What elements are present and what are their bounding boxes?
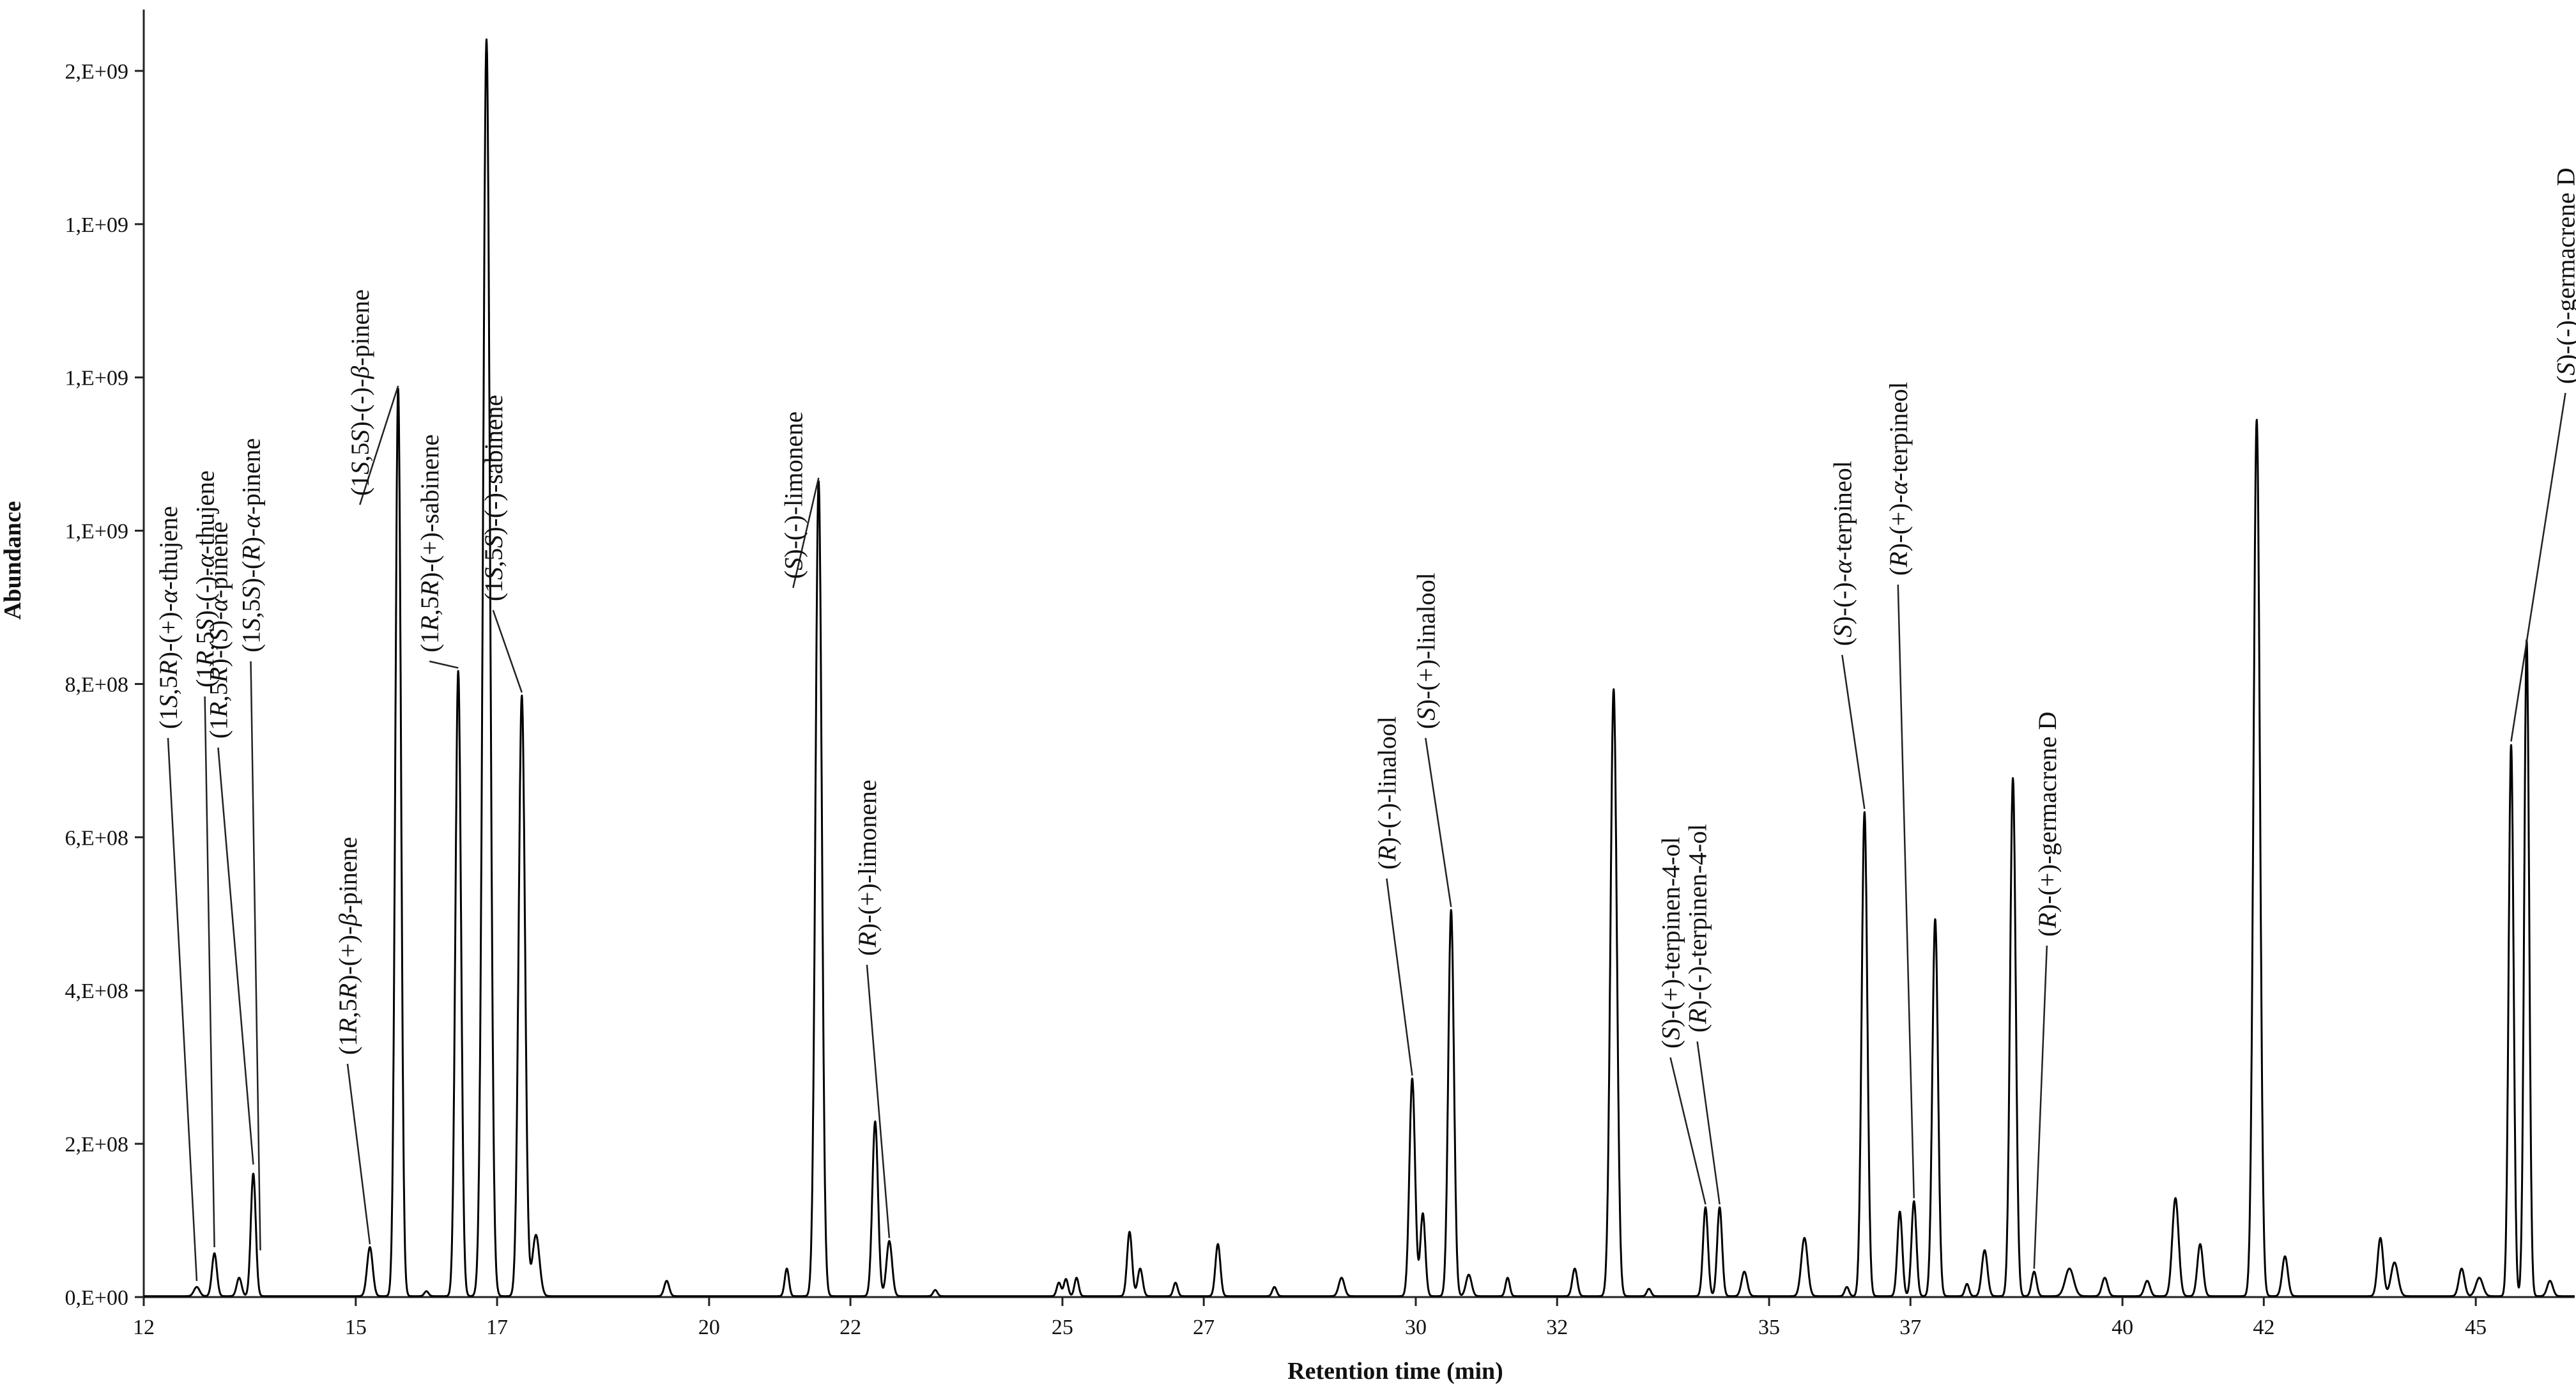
peak-label: (1S,5R)-(+)-α-thujene <box>154 506 183 729</box>
peak-leader-line <box>866 964 891 1238</box>
peak-leader-line <box>2510 392 2566 742</box>
x-tick-label: 32 <box>1546 1316 1568 1339</box>
x-tick-label: 20 <box>698 1316 720 1339</box>
peak-leader-line <box>1841 654 1866 810</box>
y-tick-label: 0,E+00 <box>65 1286 128 1310</box>
peak-label: (R)-(+)-α-terpineol <box>1884 382 1913 576</box>
y-tick-label: 8,E+08 <box>65 673 128 696</box>
peak-label: (R)-(-)-terpinen-4-ol <box>1683 824 1712 1033</box>
peak-leader-line <box>359 385 399 505</box>
axes: 0,E+00 2,E+08 4,E+08 6,E+08 8,E+08 1,E+09 1,E+… <box>65 10 2575 1339</box>
x-tick-label: 45 <box>2465 1316 2487 1339</box>
peak-label: (S)-(-)-limonene <box>779 411 808 579</box>
peak-labels: (1S,5R)-(+)-α-thujene (1R,5S)-(-)-α-thuje… <box>154 167 2576 1281</box>
peak-leader-line <box>1386 878 1413 1076</box>
chromatogram-trace <box>142 38 2576 1298</box>
peak-label: (S)-(-)-α-terpineol <box>1828 461 1857 646</box>
peak-leader-line <box>792 477 820 588</box>
x-tick-label: 40 <box>2112 1316 2133 1339</box>
peak-label: (1S,5S)-(-)-β-pinene <box>346 289 374 496</box>
y-tick-label: 6,E+08 <box>65 826 128 850</box>
x-tick-label: 42 <box>2253 1316 2274 1339</box>
x-tick-label: 35 <box>1758 1316 1780 1339</box>
peak-leader-line <box>250 661 261 1250</box>
peak-label: (1S,5S)-(-)-sabinene <box>479 395 508 601</box>
peak-leader-line <box>346 1063 371 1245</box>
peak-leader-line <box>2033 945 2048 1269</box>
peak-label: (S)-(+)-terpinen-4-ol <box>1656 837 1685 1049</box>
peak-label: (1S,5S)-(R)-α-pinene <box>237 438 266 652</box>
peak-leader-line <box>429 660 459 669</box>
x-tick-label: 17 <box>486 1316 508 1339</box>
peak-leader-line <box>217 747 254 1165</box>
x-tick-label: 27 <box>1193 1316 1215 1339</box>
x-axis-title: Retention time (min) <box>1287 1358 1503 1385</box>
y-tick-label: 1,E+09 <box>65 367 128 390</box>
peak-label: (S)-(-)-germacrene D <box>2551 167 2576 384</box>
peak-label: (1R,5R)-(+)-sabinene <box>415 434 444 652</box>
x-tick-label: 37 <box>1899 1316 1921 1339</box>
peak-leader-line <box>492 610 523 693</box>
peak-leader-line <box>1897 584 1915 1199</box>
y-tick-label: 1,E+09 <box>65 213 128 237</box>
x-tick-label: 22 <box>839 1316 861 1339</box>
peak-leader-line <box>1425 737 1452 907</box>
peak-leader-line <box>1669 1057 1706 1205</box>
peak-label: (1R,5R)-(+)-β-pinene <box>334 837 362 1055</box>
x-tick-label: 15 <box>345 1316 367 1339</box>
peak-label: (1R,5R)-(S)-α-pinene <box>204 521 233 739</box>
x-tick-label: 12 <box>133 1316 155 1339</box>
peak-label: (R)-(-)-linalool <box>1372 716 1401 870</box>
peak-leader-line <box>1696 1041 1721 1205</box>
peak-label: (S)-(+)-linalool <box>1411 573 1440 729</box>
x-tick-label: 30 <box>1405 1316 1427 1339</box>
y-tick-label: 2,E+08 <box>65 1133 128 1157</box>
peak-label: (R)-(+)-germacrene D <box>2033 712 2062 937</box>
chromatogram-line <box>142 38 2576 1298</box>
x-tick-label: 25 <box>1052 1316 1073 1339</box>
y-tick-label: 2,E+09 <box>65 60 128 84</box>
peak-leader-line <box>167 737 198 1281</box>
peak-label: (1R,5S)-(-)-α-thujene <box>191 470 220 688</box>
y-tick-label: 4,E+08 <box>65 980 128 1003</box>
y-axis-title: Abundance <box>0 501 26 620</box>
peak-label: (R)-(+)-limonene <box>853 780 882 956</box>
y-tick-label: 1,E+09 <box>65 520 128 544</box>
peak-leader-line <box>204 696 215 1248</box>
